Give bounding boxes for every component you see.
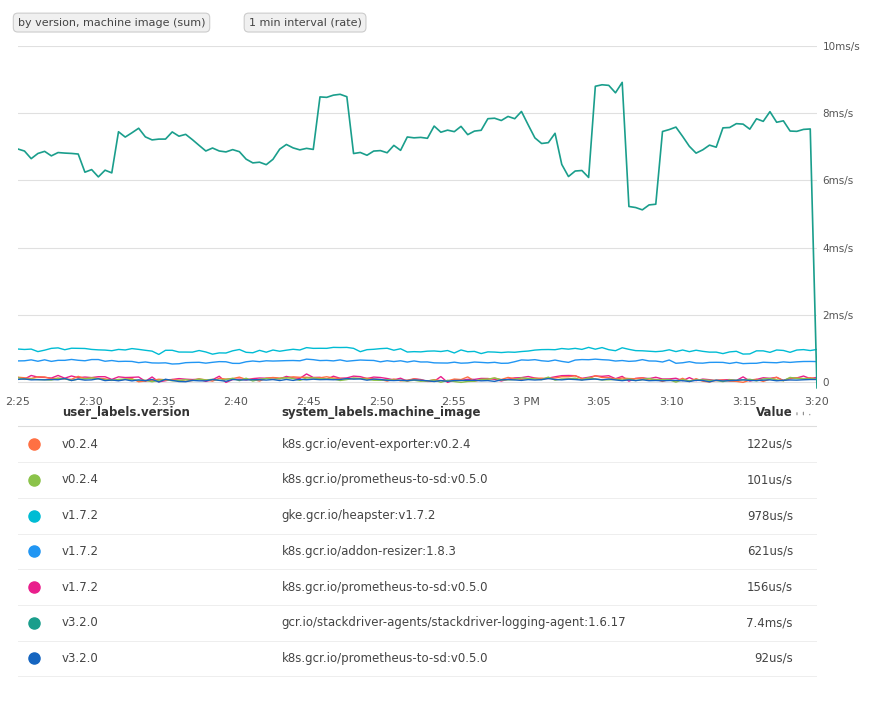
Text: system_labels.machine_image: system_labels.machine_image bbox=[281, 406, 481, 419]
Text: v3.2.0: v3.2.0 bbox=[61, 652, 99, 665]
Text: v1.7.2: v1.7.2 bbox=[61, 509, 99, 522]
Text: Value: Value bbox=[757, 406, 793, 419]
Text: 92us/s: 92us/s bbox=[754, 652, 793, 665]
Text: v3.2.0: v3.2.0 bbox=[61, 617, 99, 629]
Text: v0.2.4: v0.2.4 bbox=[61, 474, 99, 486]
Text: v0.2.4: v0.2.4 bbox=[61, 438, 99, 451]
Text: 1 min interval (rate): 1 min interval (rate) bbox=[249, 18, 361, 27]
Text: user_labels.version: user_labels.version bbox=[61, 406, 190, 419]
Text: 978us/s: 978us/s bbox=[747, 509, 793, 522]
Text: v1.7.2: v1.7.2 bbox=[61, 581, 99, 593]
Text: by version, machine image (sum): by version, machine image (sum) bbox=[18, 18, 205, 27]
Text: gcr.io/stackdriver-agents/stackdriver-logging-agent:1.6.17: gcr.io/stackdriver-agents/stackdriver-lo… bbox=[281, 617, 626, 629]
Text: k8s.gcr.io/prometheus-to-sd:v0.5.0: k8s.gcr.io/prometheus-to-sd:v0.5.0 bbox=[281, 652, 488, 665]
Text: 101us/s: 101us/s bbox=[747, 474, 793, 486]
Text: k8s.gcr.io/event-exporter:v0.2.4: k8s.gcr.io/event-exporter:v0.2.4 bbox=[281, 438, 471, 451]
Text: k8s.gcr.io/addon-resizer:1.8.3: k8s.gcr.io/addon-resizer:1.8.3 bbox=[281, 545, 456, 558]
Text: 156us/s: 156us/s bbox=[747, 581, 793, 593]
Text: k8s.gcr.io/prometheus-to-sd:v0.5.0: k8s.gcr.io/prometheus-to-sd:v0.5.0 bbox=[281, 581, 488, 593]
Text: 621us/s: 621us/s bbox=[747, 545, 793, 558]
Text: v1.7.2: v1.7.2 bbox=[61, 545, 99, 558]
Text: k8s.gcr.io/prometheus-to-sd:v0.5.0: k8s.gcr.io/prometheus-to-sd:v0.5.0 bbox=[281, 474, 488, 486]
Text: 7.4ms/s: 7.4ms/s bbox=[747, 617, 793, 629]
Text: 122us/s: 122us/s bbox=[747, 438, 793, 451]
Text: gke.gcr.io/heapster:v1.7.2: gke.gcr.io/heapster:v1.7.2 bbox=[281, 509, 436, 522]
